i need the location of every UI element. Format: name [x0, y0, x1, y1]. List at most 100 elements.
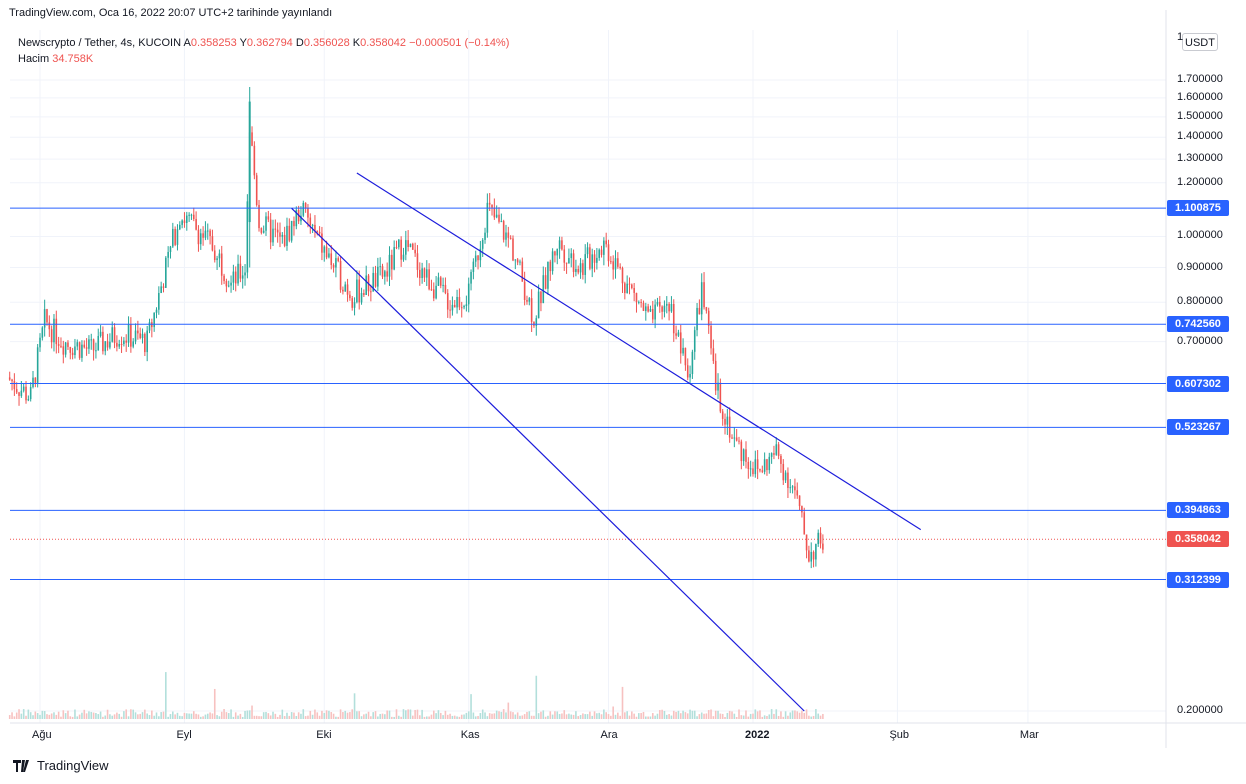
candle-body — [253, 145, 256, 176]
candle-body — [756, 459, 759, 470]
volume-label: Hacim — [18, 53, 50, 65]
candle-body — [304, 202, 307, 209]
candle-body — [246, 201, 249, 273]
volume-bar — [258, 716, 260, 719]
candle-body — [777, 444, 780, 456]
volume-bar — [500, 711, 503, 719]
candle-body — [733, 437, 736, 439]
volume-bar — [733, 713, 736, 719]
candle-body — [446, 293, 449, 310]
candle-body — [437, 277, 440, 286]
volume-bar — [321, 710, 323, 719]
candle-body — [658, 301, 661, 307]
volume-bar — [470, 694, 472, 719]
level-price-tag: 0.394863 — [1167, 502, 1229, 519]
volume-bar — [174, 714, 176, 719]
candle-body — [15, 389, 18, 393]
candle-body — [780, 455, 782, 464]
volume-bar — [27, 709, 30, 719]
candle-body — [519, 261, 521, 263]
volume-bar — [99, 711, 102, 719]
candle-body — [759, 469, 761, 471]
open-value: 0.358253 — [190, 37, 237, 49]
candle-body — [43, 309, 46, 328]
candle-body — [498, 214, 500, 222]
volume-bar — [50, 713, 53, 719]
volume-bar — [290, 712, 293, 719]
volume-bar — [498, 711, 500, 719]
volume-bar — [796, 711, 799, 719]
candle-body — [386, 271, 388, 277]
candle-body — [582, 263, 584, 275]
candle-body — [810, 551, 813, 562]
volume-bar — [670, 715, 673, 719]
candle-body — [442, 284, 444, 286]
volume-bar — [465, 712, 468, 719]
volume-bar — [309, 710, 312, 719]
volume-bar — [621, 686, 624, 719]
volume-bar — [787, 715, 789, 719]
volume-bar — [617, 712, 619, 719]
volume-bar — [302, 709, 305, 719]
volume-bar — [81, 712, 83, 719]
candle-body — [414, 249, 416, 254]
volume-bar — [220, 711, 223, 719]
volume-bar — [400, 716, 402, 719]
candle-body — [237, 263, 239, 284]
volume-bar — [276, 716, 279, 719]
candle-body — [584, 254, 587, 275]
level-price-tag: 0.742560 — [1167, 316, 1229, 333]
volume-bar — [605, 712, 607, 719]
open-label: A — [183, 37, 191, 49]
candle-body — [199, 233, 202, 245]
volume-bar — [46, 714, 48, 719]
candle-body — [356, 279, 358, 303]
volume-bar — [742, 715, 745, 719]
candle-body — [377, 266, 379, 287]
footer-brand[interactable]: TradingView — [13, 758, 109, 773]
candle-body — [474, 255, 477, 262]
candle-body — [740, 441, 743, 462]
candle-body — [731, 437, 733, 439]
volume-bar — [558, 714, 561, 719]
candle-body — [663, 305, 666, 312]
candle-body — [763, 459, 766, 472]
candle-body — [789, 487, 792, 489]
candle-body — [661, 306, 663, 312]
volume-bar — [41, 710, 44, 719]
candle-body — [309, 217, 312, 226]
volume-bar — [111, 715, 114, 719]
volume-bar — [540, 711, 542, 719]
candle-body — [591, 254, 594, 269]
candle-body — [141, 333, 144, 339]
volume-bar — [360, 716, 363, 719]
volume-bar — [631, 711, 633, 719]
volume-bar — [176, 712, 179, 719]
volume-bar — [789, 712, 792, 719]
volume-bar — [300, 713, 302, 719]
volume-bar — [502, 709, 505, 719]
candle-body — [311, 224, 314, 226]
candle-body — [388, 254, 391, 277]
volume-bar — [649, 716, 652, 719]
volume-bar — [458, 716, 461, 719]
symbol-title[interactable]: Newscrypto / Tether, 4s, KUCOIN — [18, 37, 182, 49]
volume-bar — [295, 716, 298, 719]
candle-body — [425, 269, 428, 278]
volume-bar — [344, 710, 347, 719]
volume-bar — [190, 713, 193, 719]
currency-button[interactable]: USDT — [1182, 33, 1218, 51]
candle-body — [724, 418, 726, 425]
volume-bar — [516, 712, 519, 719]
volume-bar — [624, 712, 626, 719]
candle-body — [563, 249, 566, 263]
price-tick-label: 1.000000 — [1177, 229, 1223, 242]
candle-body — [421, 268, 423, 279]
volume-bar — [323, 712, 326, 719]
volume-bar — [815, 709, 817, 719]
level-price-tag: 0.607302 — [1167, 375, 1229, 392]
candle-body — [125, 340, 128, 343]
volume-bar — [619, 715, 621, 719]
volume-bar — [125, 709, 128, 719]
